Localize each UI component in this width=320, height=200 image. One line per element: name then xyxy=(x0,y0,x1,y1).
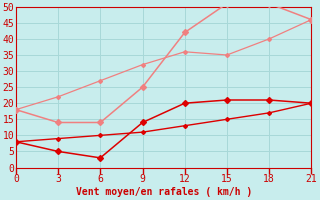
X-axis label: Vent moyen/en rafales ( km/h ): Vent moyen/en rafales ( km/h ) xyxy=(76,187,252,197)
